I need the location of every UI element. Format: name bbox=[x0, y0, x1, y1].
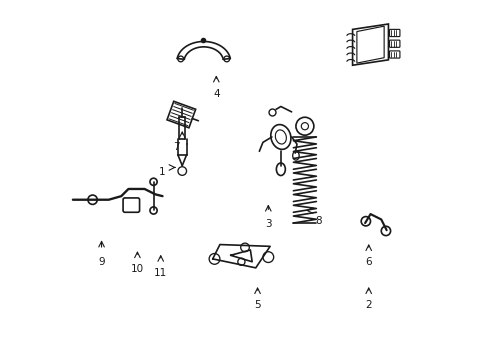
Text: 3: 3 bbox=[265, 220, 271, 229]
Text: 4: 4 bbox=[213, 89, 220, 99]
Text: 9: 9 bbox=[98, 257, 105, 267]
Text: 7: 7 bbox=[173, 142, 180, 152]
Text: 10: 10 bbox=[131, 264, 144, 274]
Text: 2: 2 bbox=[366, 300, 372, 310]
Text: 8: 8 bbox=[315, 216, 322, 226]
Text: 1: 1 bbox=[159, 167, 166, 177]
Text: 6: 6 bbox=[366, 257, 372, 267]
Text: 5: 5 bbox=[254, 300, 261, 310]
Text: 11: 11 bbox=[154, 268, 168, 278]
